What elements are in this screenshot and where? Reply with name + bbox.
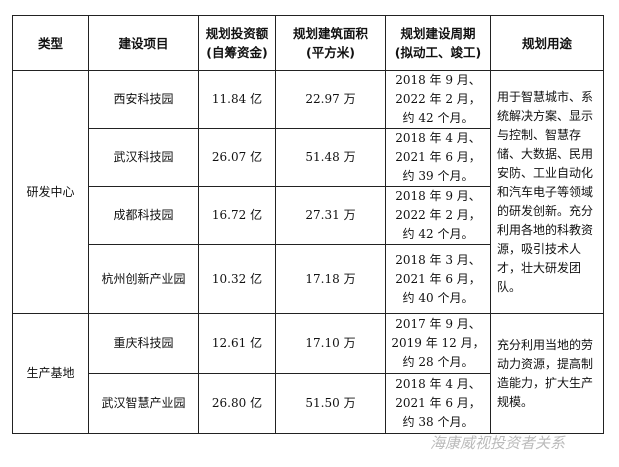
table-row: 研发中心 西安科技园 11.84 亿 22.97 万 2018 年 9 月、2022 年… (12, 70, 604, 314)
area-cell: 17.18 万 (275, 244, 386, 314)
project-cell: 武汉科技园 (88, 128, 199, 187)
header-investment: 规划投资额 (自筹资金) (198, 15, 276, 71)
area-cell: 17.10 万 (275, 313, 386, 374)
construction-projects-table: 类型 建设项目 规划投资额 (自筹资金) 规划建筑面积 (平方米) 规划建设周期… (12, 15, 604, 434)
investment-cell: 16.72 亿 (198, 186, 276, 245)
investment-cell: 10.32 亿 (198, 244, 276, 314)
header-period: 规划建设周期 (拟动工、竣工) (385, 15, 491, 71)
period-cell: 2018 年 4 月、2021 年 6 月，约 38 个月。 (385, 373, 491, 434)
project-cell: 重庆科技园 (88, 313, 199, 374)
header-use: 规划用途 (490, 15, 604, 71)
header-row: 类型 建设项目 规划投资额 (自筹资金) 规划建筑面积 (平方米) 规划建设周期… (12, 15, 604, 71)
investment-cell: 11.84 亿 (198, 70, 276, 129)
project-cell: 成都科技园 (88, 186, 199, 245)
investment-cell: 26.80 亿 (198, 373, 276, 434)
area-cell: 22.97 万 (275, 70, 386, 129)
type-cell: 生产基地 (12, 313, 89, 434)
use-cell: 用于智慧城市、系统解决方案、显示与控制、智慧存储、大数据、民用安防、工业自动化和… (490, 70, 604, 314)
header-area: 规划建筑面积 (平方米) (275, 15, 386, 71)
investment-cell: 12.61 亿 (198, 313, 276, 374)
watermark: 海康威视投资者关系 (430, 434, 566, 452)
type-cell: 研发中心 (12, 70, 89, 314)
project-cell: 杭州创新产业园 (88, 244, 199, 314)
investment-cell: 26.07 亿 (198, 128, 276, 187)
header-type: 类型 (12, 15, 89, 71)
period-cell: 2018 年 3 月、2021 年 6 月，约 40 个月。 (385, 244, 491, 314)
table-row: 武汉科技园 26.07 亿 51.48 万 2018 年 4 月、2021 年 6 月… (13, 128, 604, 187)
area-cell: 51.48 万 (275, 128, 386, 187)
period-cell: 2018 年 9 月、2022 年 2 月，约 42 个月。 (385, 186, 491, 245)
period-cell: 2017 年 9 月、2019 年 12 月，约 28 个月。 (385, 313, 491, 374)
period-cell: 2018 年 9 月、2022 年 2 月，约 42 个月。 (385, 70, 491, 129)
header-project: 建设项目 (88, 15, 199, 71)
table-row: 生产基地 重庆科技园 12.61 亿 17.10 万 2017 年 9 月、2019 年… (12, 313, 604, 434)
project-cell: 西安科技园 (88, 70, 199, 129)
use-cell: 充分利用当地的劳动力资源，提高制造能力，扩大生产规模。 (490, 313, 604, 434)
table-row: 成都科技园 16.72 亿 27.31 万 2018 年 9 月、2022 年 2 月… (13, 186, 604, 245)
table-row: 杭州创新产业园 10.32 亿 17.18 万 2018 年 3 月、2021 年 6… (13, 244, 604, 314)
project-cell: 武汉智慧产业园 (88, 373, 199, 434)
area-cell: 27.31 万 (275, 186, 386, 245)
period-cell: 2018 年 4 月、2021 年 6 月，约 39 个月。 (385, 128, 491, 187)
table-row: 武汉智慧产业园 26.80 亿 51.50 万 2018 年 4 月、2021 年 6… (13, 373, 604, 434)
area-cell: 51.50 万 (275, 373, 386, 434)
